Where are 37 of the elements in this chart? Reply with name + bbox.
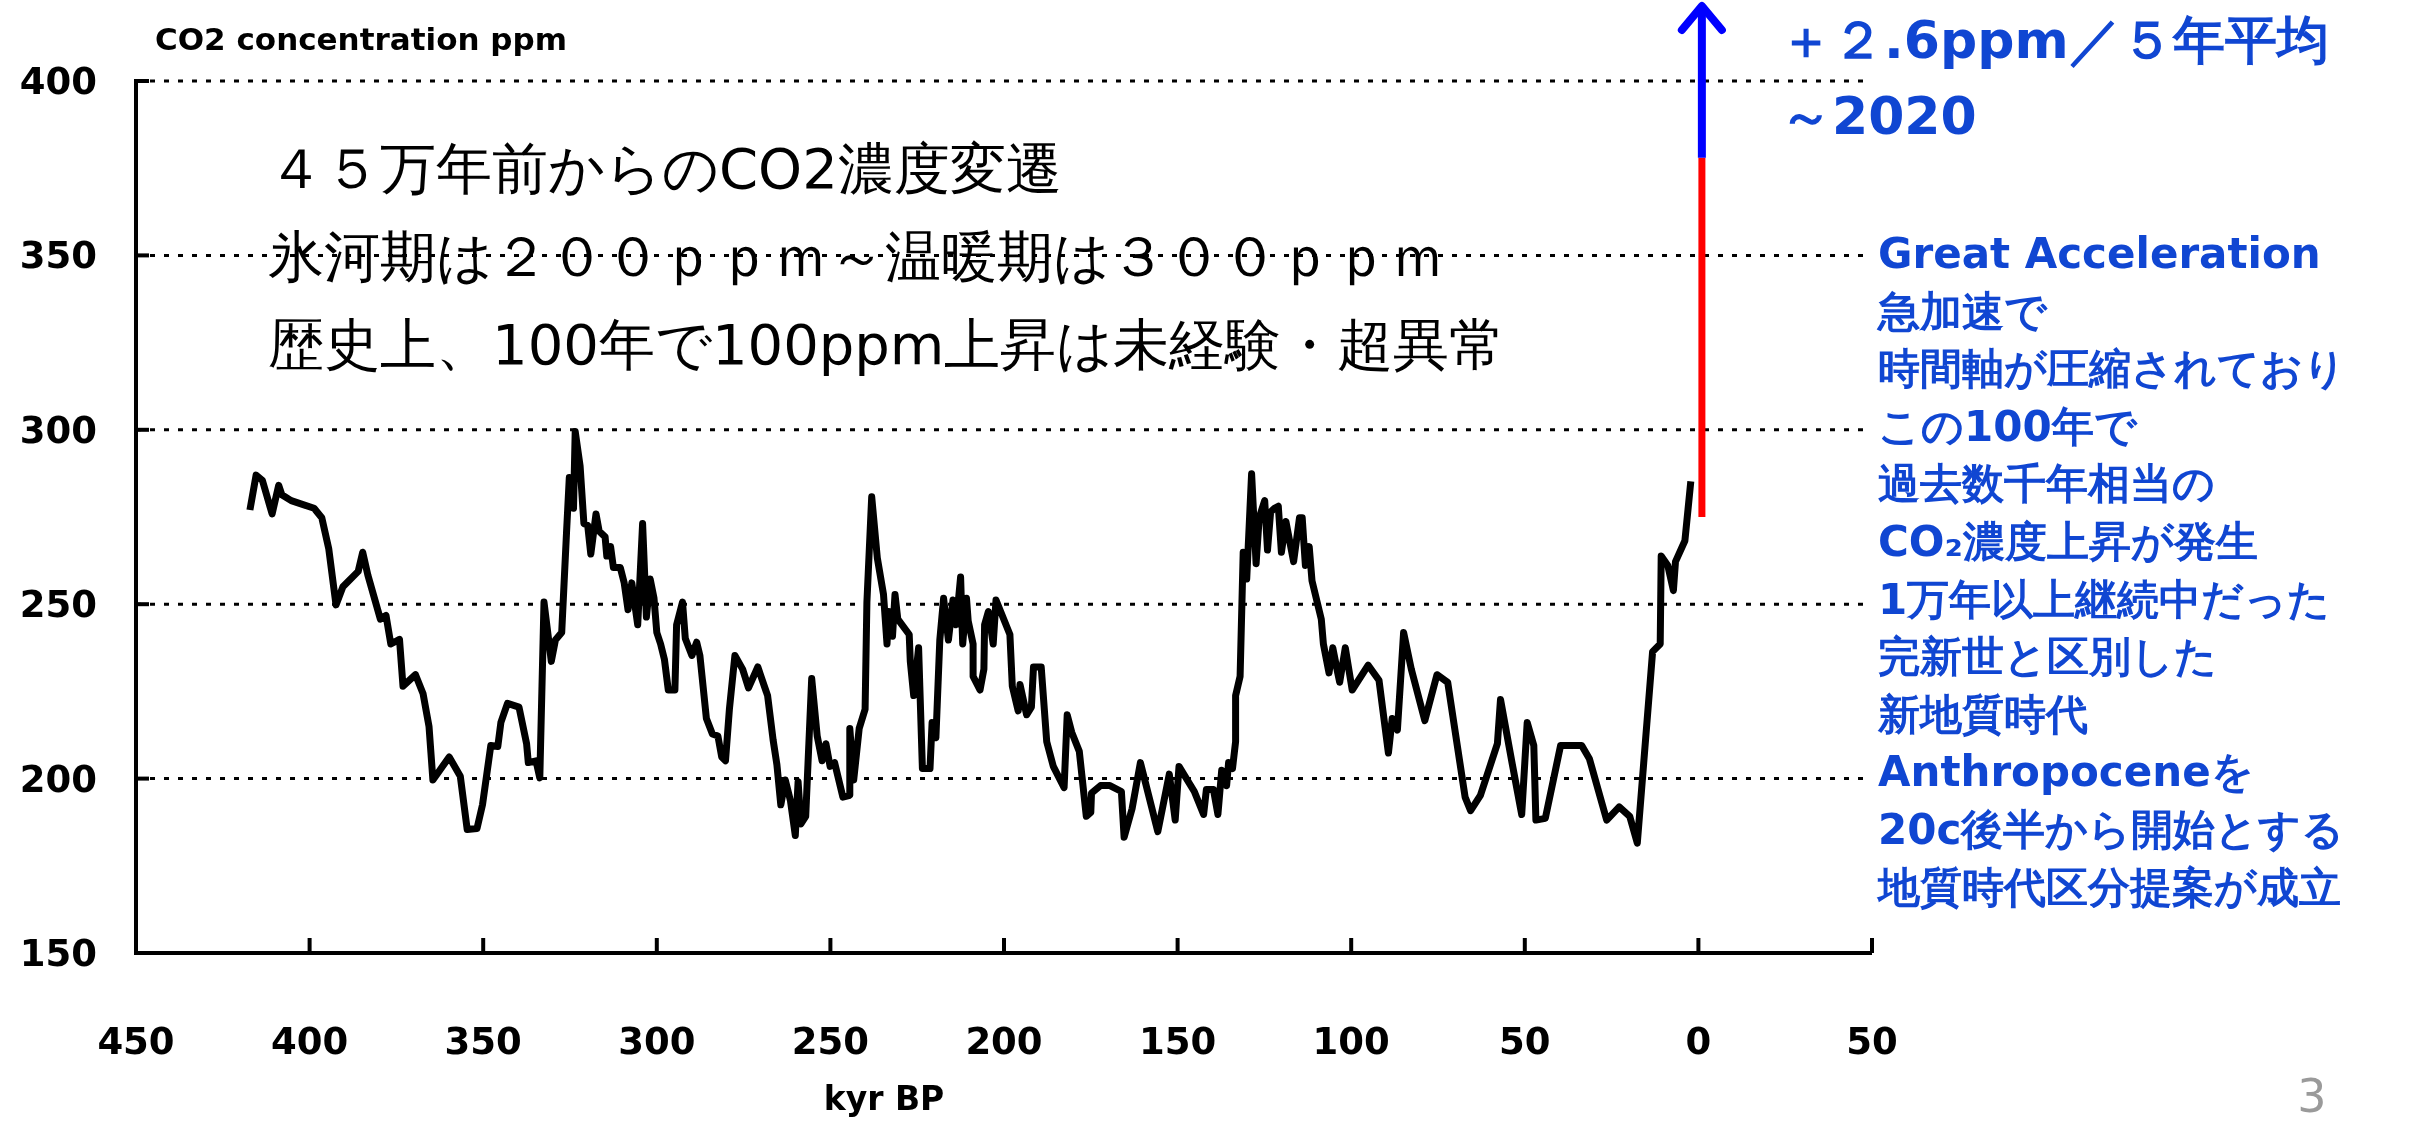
x-tick-label: 350 (444, 1020, 522, 1063)
x-tick-label: 100 (1312, 1020, 1390, 1063)
y-tick-label: 200 (19, 757, 97, 801)
y-axis-title: CO2 concentration ppm (155, 21, 567, 57)
x-tick-label: 250 (791, 1020, 870, 1063)
y-tick-label: 150 (19, 932, 97, 975)
x-tick-label: 50 (1846, 1020, 1898, 1063)
y-tick-label: 350 (19, 234, 97, 278)
text: CO₂濃度上昇が発生 (1878, 517, 2258, 566)
annotation: ４５万年前からのCO2濃度変遷 (268, 136, 1062, 201)
text: この100年で (1878, 401, 2138, 451)
text: 1万年以上継続中だった (1878, 574, 2331, 624)
y-tick-label: 250 (19, 583, 97, 627)
y-tick-label: 300 (19, 408, 97, 452)
x-tick-label: 400 (270, 1020, 349, 1063)
x-tick-label: 300 (618, 1020, 696, 1063)
text: Anthropoceneを (1878, 747, 2254, 797)
x-tick-label: 0 (1685, 1020, 1712, 1063)
annotation: ～2020 (1780, 86, 1977, 146)
text: 過去数千年相当の (1878, 459, 2215, 509)
text: 3 (2297, 1069, 2327, 1123)
text: 完新世と区別した (1878, 632, 2217, 682)
x-tick-label: 50 (1499, 1020, 1551, 1063)
x-axis-title: kyr BP (823, 1079, 945, 1118)
text: 20c後半から開始とする (1878, 805, 2345, 854)
x-tick-label: 200 (965, 1020, 1043, 1063)
y-tick-label: 400 (19, 60, 97, 103)
annotation: 氷河期は２００ｐｐｍ～温暖期は３００ｐｐｍ (268, 224, 1446, 289)
text: 急加速で (1876, 286, 2048, 336)
text: Great Acceleration (1878, 229, 2321, 278)
text: 時間軸が圧縮されており (1878, 344, 2346, 394)
x-tick-label: 450 (97, 1020, 175, 1063)
annotation: 歴史上、100年で100ppm上昇は未経験・超異常 (268, 312, 1506, 377)
annotation: ＋２.6ppm／５年平均 (1780, 10, 2329, 70)
x-tick-label: 150 (1138, 1020, 1217, 1063)
text: 地質時代区分提案が成立 (1876, 862, 2341, 912)
text: 新地質時代 (1877, 689, 2088, 739)
